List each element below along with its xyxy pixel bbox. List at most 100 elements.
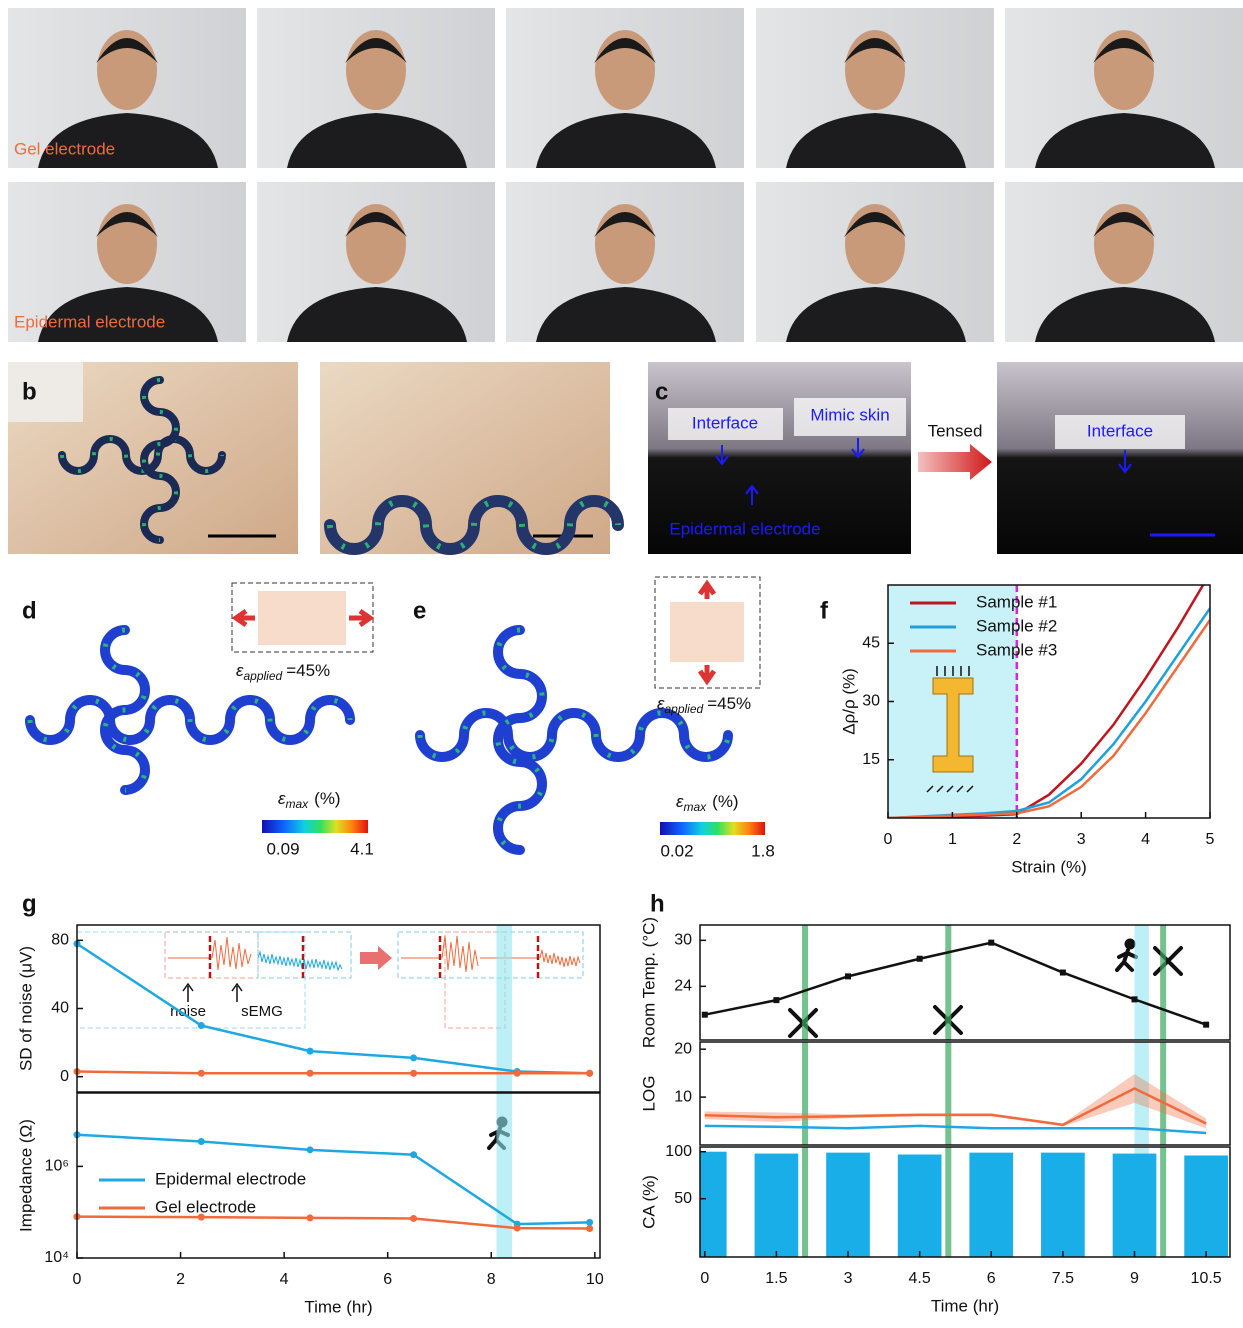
panel-label: g (22, 890, 37, 917)
micrograph-label: Mimic skin (810, 405, 889, 424)
y-tick-label: 80 (51, 932, 69, 949)
meal-marker (802, 1147, 808, 1257)
marker (586, 1219, 593, 1226)
y-tick-label: 10⁴ (44, 1249, 69, 1266)
plot-frame (700, 925, 1230, 1040)
photo-label: Epidermal electrode (14, 312, 165, 331)
y-tick-label: 30 (862, 693, 880, 710)
marker (988, 940, 994, 946)
line (77, 944, 590, 1074)
meal-marker (1160, 925, 1166, 1040)
x-tick-label: 4 (1141, 831, 1150, 848)
marker (307, 1070, 314, 1077)
x-tick-label: 10 (586, 1271, 604, 1288)
marker (514, 1225, 521, 1232)
x-tick-label: 4 (280, 1271, 289, 1288)
plot-area (683, 1147, 1228, 1257)
x-tick-label: 10.5 (1191, 1270, 1222, 1287)
line (705, 1126, 1206, 1133)
highlight-band (496, 1093, 512, 1258)
plot-area (77, 925, 590, 1092)
bar (1113, 1154, 1157, 1257)
bar (969, 1153, 1013, 1257)
x-tick-label: 9 (1130, 1270, 1139, 1287)
bar (1184, 1155, 1228, 1257)
y-tick-label: 40 (51, 1000, 69, 1017)
figure: a Gel electrode Epidermal electrode b c … (0, 0, 1243, 1328)
x-tick-label: 2 (1012, 831, 1021, 848)
bar (826, 1153, 870, 1257)
x-tick-label: 0 (884, 831, 893, 848)
micrograph-label: Interface (1087, 421, 1153, 440)
y-tick-label: 100 (665, 1143, 692, 1160)
x-tick-label: 1.5 (765, 1270, 787, 1287)
y-tick-label: 45 (862, 634, 880, 651)
meal-marker (802, 925, 808, 1040)
marker (410, 1215, 417, 1222)
label-backdrop (8, 362, 83, 422)
marker (198, 1022, 205, 1029)
y-tick-label: 0 (60, 1068, 69, 1085)
meal-marker (802, 1042, 808, 1145)
applied-strain: εapplied=45% (657, 694, 751, 716)
plot-area (705, 1042, 1206, 1145)
marker (514, 1070, 521, 1077)
unit: (%) (314, 789, 340, 808)
x-tick-label: 1 (948, 831, 957, 848)
marker (307, 1146, 314, 1153)
x-tick-label: 7.5 (1052, 1270, 1074, 1287)
colorbar-max: 1.8 (751, 841, 775, 860)
y-axis-label: Δρ/ρ (%) (839, 668, 858, 735)
applied-strain: εapplied=45% (236, 661, 330, 683)
meal-marker (945, 1147, 951, 1257)
micrograph (997, 362, 1243, 554)
line (77, 1135, 590, 1224)
plot-frame (77, 925, 600, 1092)
highlight-band (496, 925, 512, 1092)
marker (307, 1214, 314, 1221)
meal-marker (945, 925, 951, 1040)
bar (898, 1155, 942, 1257)
x-tick-label: 6 (987, 1270, 996, 1287)
marker (1132, 996, 1138, 1002)
y-axis-label: SD of noise (μV) (16, 946, 35, 1071)
colorbar-title: εmax(%) (278, 789, 341, 811)
x-tick-label: 5 (1206, 831, 1215, 848)
marker (1203, 1022, 1209, 1028)
transition-arrow (918, 444, 992, 480)
marker (198, 1070, 205, 1077)
marker (307, 1048, 314, 1055)
y-tick-label: 10⁶ (45, 1158, 69, 1175)
y-tick-label: 10 (674, 1088, 692, 1105)
y-tick-label: 50 (674, 1190, 692, 1207)
legend-label: Sample #2 (976, 616, 1057, 635)
y-axis-label: LOG (639, 1076, 658, 1112)
inset-sample (258, 591, 346, 645)
marker (773, 997, 779, 1003)
legend-label: Sample #1 (976, 592, 1057, 611)
annotation: sEMG (241, 1003, 283, 1020)
panel-label: b (22, 378, 37, 405)
marker (410, 1151, 417, 1158)
colorbar (262, 820, 368, 833)
serpentine-arm (105, 630, 145, 790)
photo-grid (8, 8, 1243, 342)
meal-marker (945, 1042, 951, 1145)
y-axis-label: CA (%) (639, 1175, 658, 1229)
marker (702, 1012, 708, 1018)
x-tick-label: 2 (176, 1271, 185, 1288)
y-axis-label: Impedance (Ω) (16, 1119, 35, 1232)
panel-label: c (655, 378, 668, 405)
y-axis-label: Room Temp. (°C) (639, 917, 658, 1048)
subscript: max (683, 800, 707, 814)
y-tick-label: 24 (674, 978, 692, 995)
x-tick-label: 0 (700, 1270, 709, 1287)
value: =45% (707, 694, 751, 713)
colorbar (660, 822, 765, 835)
bar (1041, 1153, 1085, 1257)
subscript: max (285, 797, 309, 811)
panel-label: f (820, 597, 829, 624)
transition-label: Tensed (928, 421, 983, 440)
micrograph-label: Epidermal electrode (669, 519, 820, 538)
y-tick-label: 15 (862, 751, 880, 768)
